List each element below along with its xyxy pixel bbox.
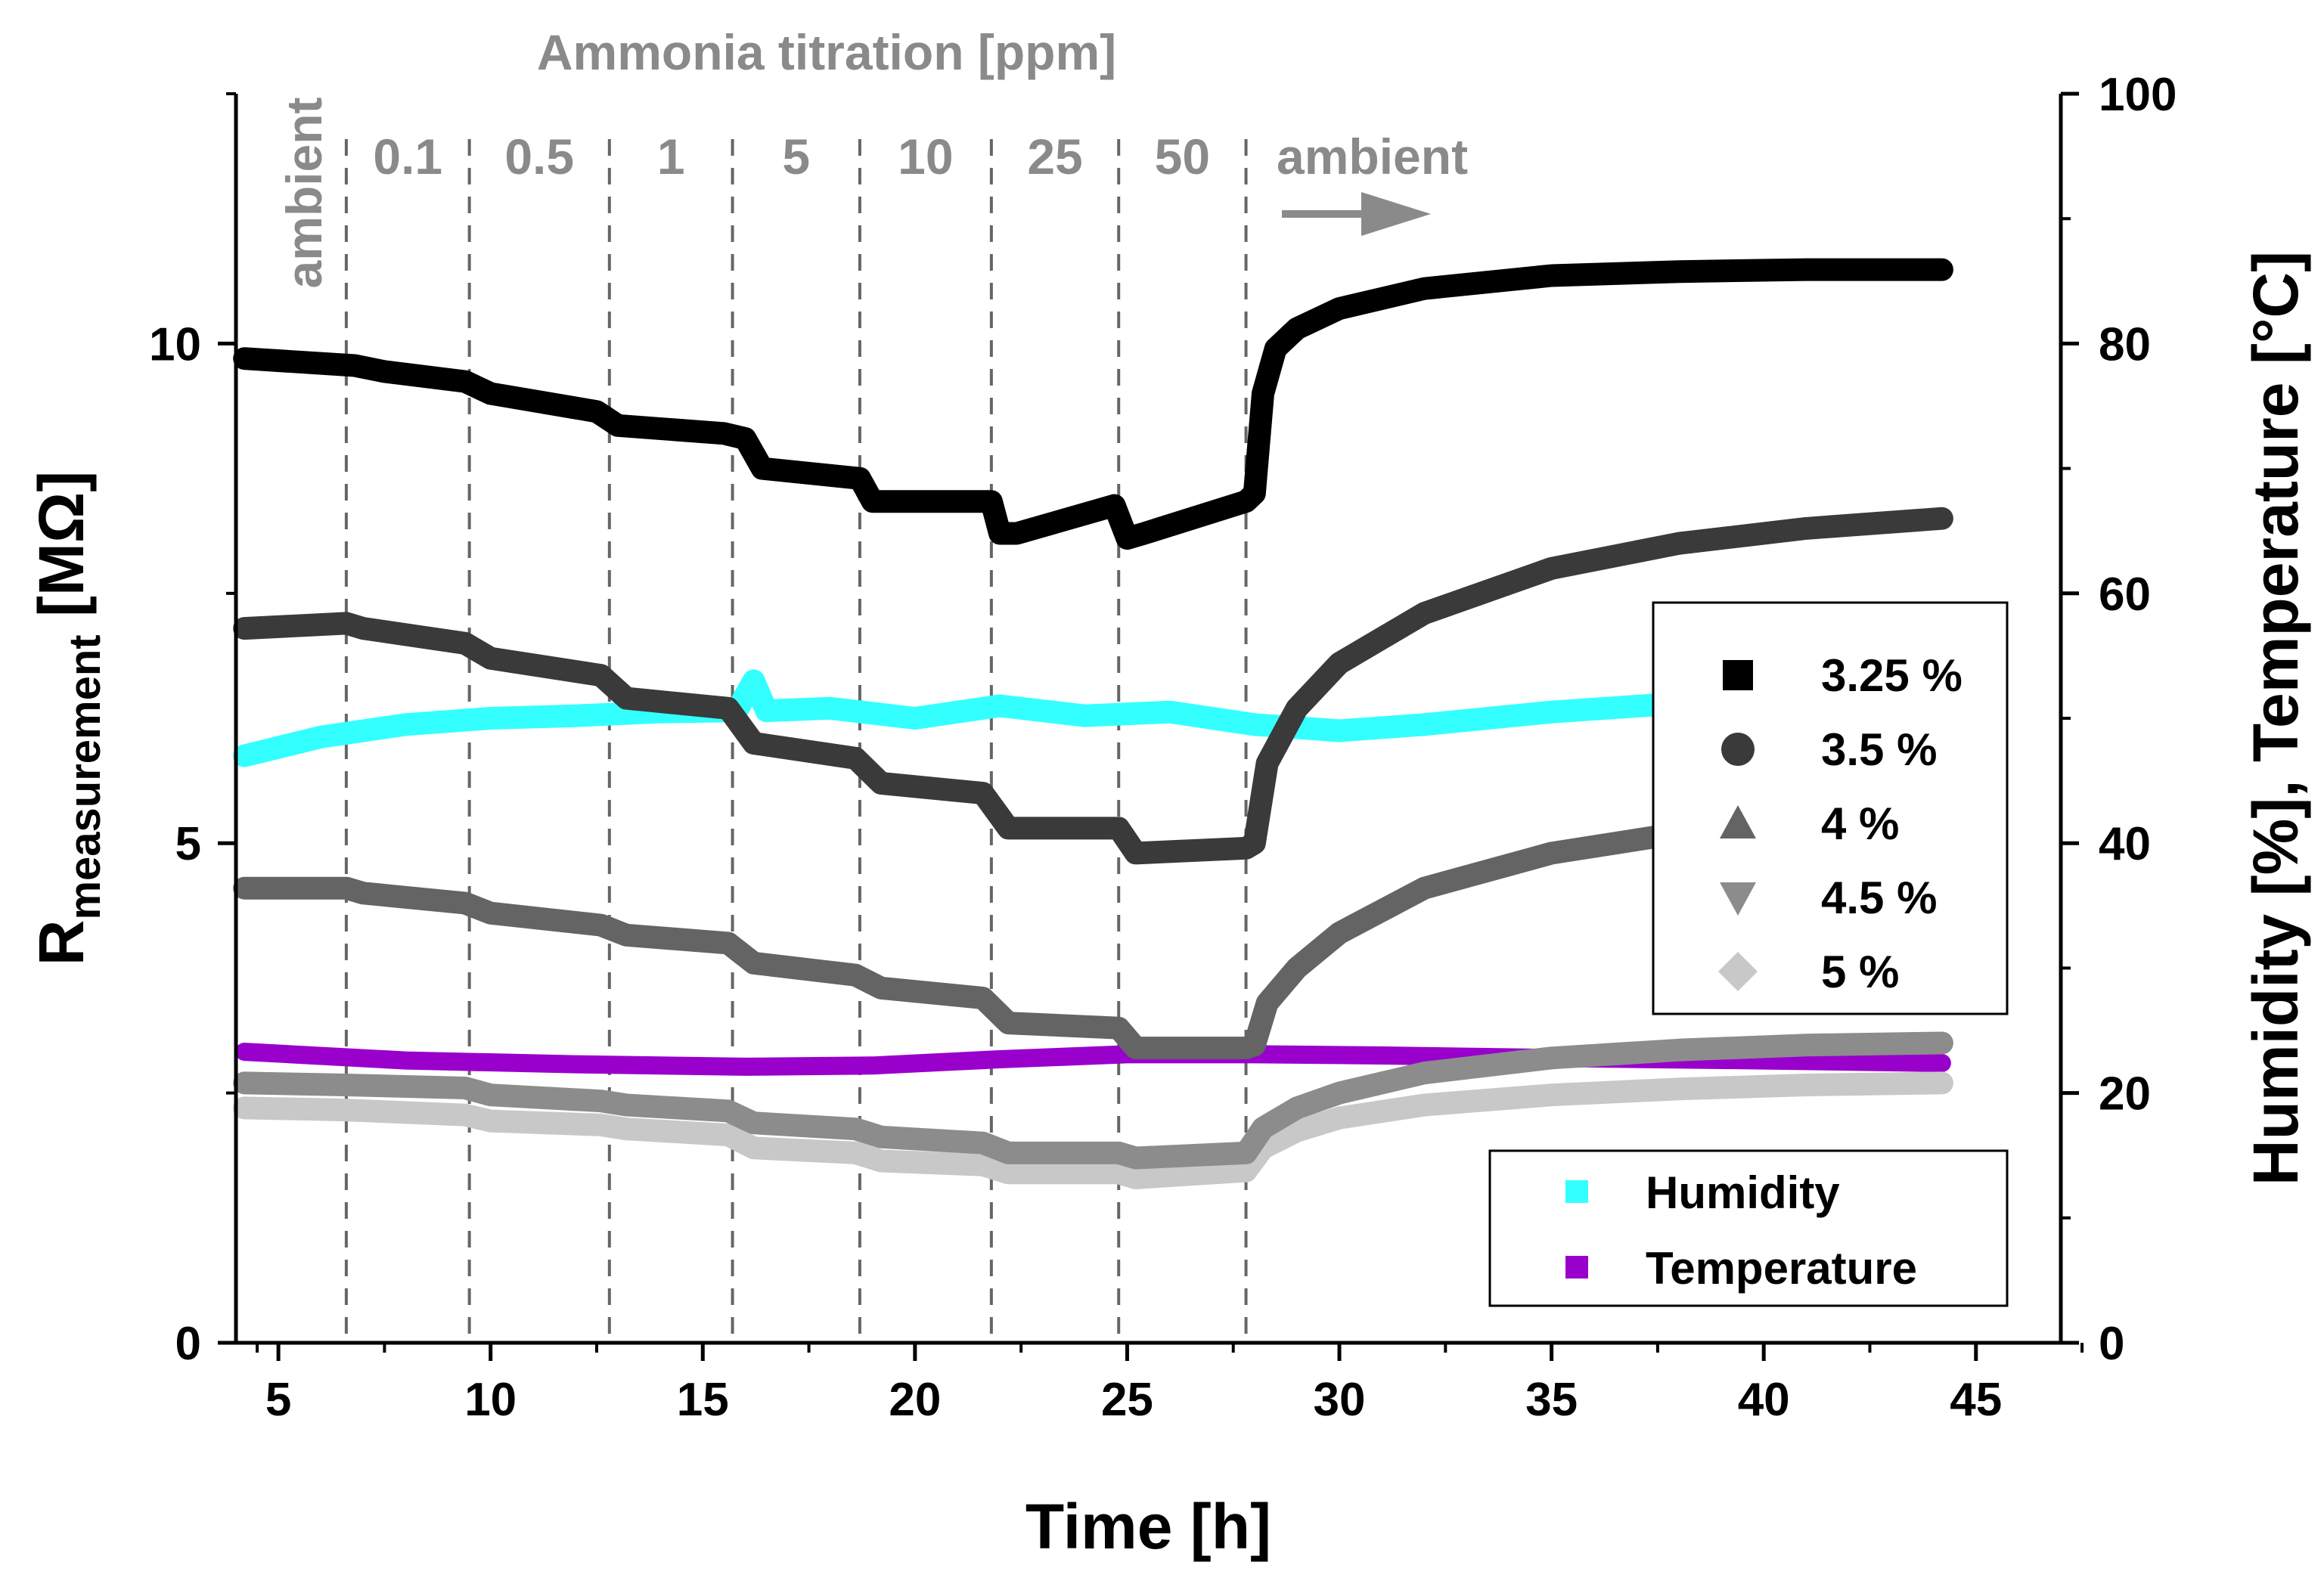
legend-main-label: 4.5 % [1821, 873, 1937, 923]
arrow-head [1361, 192, 1431, 236]
x-tick-label: 35 [1525, 1374, 1578, 1426]
legend-main-label: 5 % [1821, 947, 1899, 997]
legend-main-label: 4 % [1821, 798, 1899, 849]
series-line-5 [233, 669, 1776, 767]
y2-axis-title: Humidity [%], Temperature [°C] [2240, 251, 2311, 1186]
titration-interval-label: 0.1 [373, 129, 442, 184]
y-tick-label: 10 [149, 318, 201, 370]
ambient-arrow-icon [1282, 192, 1431, 236]
axis-titles: Time [h] Rmeasurement [MΩ] Humidity [%],… [26, 251, 2311, 1562]
ambient-end-label: ambient [1277, 129, 1468, 184]
legend-marker-3 [1720, 882, 1756, 916]
y2-tick-label: 20 [2099, 1068, 2151, 1121]
series-line-2 [233, 811, 1776, 1060]
y2-tick-label: 40 [2099, 818, 2151, 870]
x-tick-label: 5 [265, 1374, 291, 1426]
legend-main-frame [1652, 601, 2009, 1015]
legend-marker-1 [1721, 733, 1755, 766]
y-axis-title-main: R [26, 920, 97, 966]
titration-interval-label: 0.5 [504, 129, 574, 184]
series-line-0 [233, 258, 1953, 550]
y-axis-title: Rmeasurement [MΩ] [26, 471, 110, 966]
legend-secondary-marker-1 [1565, 1256, 1588, 1279]
y2-tick-label: 60 [2099, 569, 2151, 621]
titration-interval-label: 1 [657, 129, 685, 184]
x-tick-label: 45 [1950, 1374, 2002, 1426]
titration-interval-label: 50 [1155, 129, 1210, 184]
x-tick-label: 20 [889, 1374, 941, 1426]
series-line-4 [233, 1071, 1953, 1189]
x-tick-label: 40 [1738, 1374, 1790, 1426]
series-group [233, 258, 1953, 1189]
legend-marker-4 [1718, 952, 1758, 991]
legend-marker-0 [1723, 660, 1753, 690]
titration-interval-label: 25 [1027, 129, 1082, 184]
x-tick-label: 10 [464, 1374, 517, 1426]
legend-main-label: 3.25 % [1821, 650, 1963, 701]
y2-tick-label: 100 [2099, 69, 2177, 121]
titration-interval-label: 10 [898, 129, 953, 184]
y-tick-label: 5 [175, 818, 201, 870]
legend-secondary-marker-0 [1565, 1180, 1588, 1203]
series-line-1 [233, 507, 1953, 865]
series-line-3 [233, 1031, 1953, 1170]
titration-interval-label: 5 [782, 129, 810, 184]
x-tick-label: 15 [677, 1374, 729, 1426]
legend-secondary-frame [1488, 1149, 2009, 1307]
legend-secondary-label: Temperature [1646, 1243, 1917, 1294]
legend-secondary: Humidity Temperature [1488, 1149, 2009, 1307]
x-tick-label: 25 [1101, 1374, 1153, 1426]
legend-marker-2 [1720, 805, 1756, 838]
y2-tick-label: 80 [2099, 318, 2151, 370]
y-tick-label: 0 [175, 1318, 201, 1370]
annotations-group: Ammonia titration [ppm] ambient ambient … [276, 24, 1468, 289]
legend-main: 3.25 % 3.5 % 4 % 4.5 % 5 % [1652, 601, 2009, 1015]
x-tick-label: 30 [1314, 1374, 1366, 1426]
y2-tick-label: 0 [2099, 1318, 2124, 1370]
x-axis-title: Time [h] [1025, 1491, 1271, 1562]
y-axis-title-subscript: measurement [61, 634, 110, 919]
annotation-title: Ammonia titration [ppm] [537, 24, 1116, 80]
legend-main-label: 3.5 % [1821, 724, 1937, 775]
ambient-start-label: ambient [276, 97, 332, 288]
y-axis-title-unit: [MΩ] [26, 471, 97, 635]
legend-secondary-label: Humidity [1646, 1167, 1840, 1218]
